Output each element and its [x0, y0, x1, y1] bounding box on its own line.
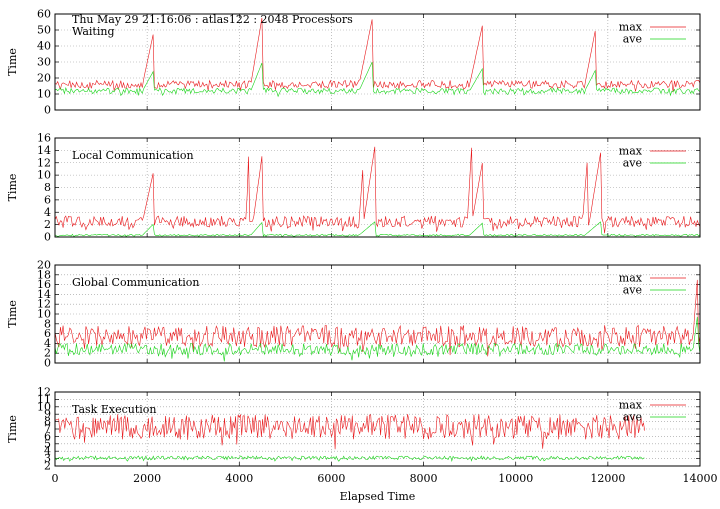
- x-axis-label: Elapsed Time: [340, 490, 416, 503]
- y-tick-label: 14: [37, 144, 51, 157]
- x-tick-label: 12000: [590, 472, 625, 485]
- y-tick-label: 11: [37, 393, 51, 406]
- y-tick-label: 10: [37, 400, 51, 413]
- panel-title: Global Communication: [72, 276, 200, 289]
- legend-label-ave: ave: [623, 157, 642, 170]
- y-tick-label: 2: [44, 347, 51, 360]
- y-tick-label: 9: [44, 408, 51, 421]
- x-tick-label: 6000: [317, 472, 345, 485]
- series-line-ave: [54, 221, 701, 238]
- y-tick-label: 10: [37, 308, 51, 321]
- y-tick-label: 8: [44, 317, 51, 330]
- series-line-max: [54, 413, 645, 450]
- y-tick-label: 6: [44, 430, 51, 443]
- y-tick-label: 8: [44, 181, 51, 194]
- y-tick-label: 40: [37, 40, 51, 53]
- y-tick-label: 4: [44, 337, 51, 350]
- y-tick-label: 4: [44, 206, 51, 219]
- panel-title: Local Communication: [72, 149, 194, 162]
- panel-title: Waiting: [72, 25, 115, 38]
- y-tick-label: 0: [44, 104, 51, 117]
- y-tick-label: 2: [44, 218, 51, 231]
- y-tick-label: 4: [44, 445, 51, 458]
- plot-frame: [54, 391, 701, 467]
- y-tick-label: 0: [44, 357, 51, 370]
- x-tick-label: 0: [52, 472, 59, 485]
- y-tick-label: 30: [37, 56, 51, 69]
- series-line-max: [54, 17, 701, 93]
- y-tick-label: 20: [37, 259, 51, 272]
- x-tick-label: 4000: [225, 472, 253, 485]
- y-tick-label: 6: [44, 327, 51, 340]
- y-tick-label: 6: [44, 193, 51, 206]
- legend-label-ave: ave: [623, 284, 642, 297]
- plot-frame: [54, 13, 701, 111]
- panel-title: Task Execution: [72, 403, 156, 416]
- plot-frame: [54, 264, 701, 364]
- y-tick-label: 12: [37, 156, 51, 169]
- y-tick-label: 7: [44, 423, 51, 436]
- y-tick-label: 60: [37, 8, 51, 21]
- legend-label-max: max: [619, 145, 643, 158]
- x-tick-label: 14000: [683, 472, 718, 485]
- y-tick-label: 8: [44, 415, 51, 428]
- x-tick-label: 2000: [133, 472, 161, 485]
- y-axis-label: Time: [6, 174, 19, 202]
- y-tick-label: 12: [37, 386, 51, 399]
- y-tick-label: 10: [37, 169, 51, 182]
- series-line-ave: [54, 455, 645, 462]
- y-tick-label: 0: [44, 231, 51, 244]
- y-axis-label: Time: [6, 415, 19, 443]
- legend-label-ave: ave: [623, 411, 642, 424]
- y-tick-label: 20: [37, 72, 51, 85]
- x-tick-label: 10000: [498, 472, 533, 485]
- y-tick-label: 2: [44, 460, 51, 473]
- y-tick-label: 50: [37, 24, 51, 37]
- legend-label-ave: ave: [623, 33, 642, 46]
- plot-frame: [54, 137, 701, 238]
- y-axis-label: Time: [6, 48, 19, 76]
- legend-label-max: max: [619, 399, 643, 412]
- series-line-max: [54, 146, 701, 234]
- series-line-max: [54, 279, 701, 357]
- series-line-ave: [54, 316, 701, 362]
- y-tick-label: 16: [37, 132, 51, 145]
- y-tick-label: 12: [37, 298, 51, 311]
- y-tick-label: 18: [37, 268, 51, 281]
- y-tick-label: 3: [44, 452, 51, 465]
- y-tick-label: 14: [37, 288, 51, 301]
- legend-label-max: max: [619, 272, 643, 285]
- header-title: Thu May 29 21:16:06 : atlas122 : 2048 Pr…: [72, 13, 353, 26]
- legend-label-max: max: [619, 21, 643, 34]
- y-axis-label: Time: [6, 300, 19, 328]
- y-tick-label: 10: [37, 88, 51, 101]
- y-tick-label: 5: [44, 437, 51, 450]
- x-tick-label: 8000: [410, 472, 438, 485]
- series-line-ave: [54, 61, 701, 98]
- y-tick-label: 16: [37, 278, 51, 291]
